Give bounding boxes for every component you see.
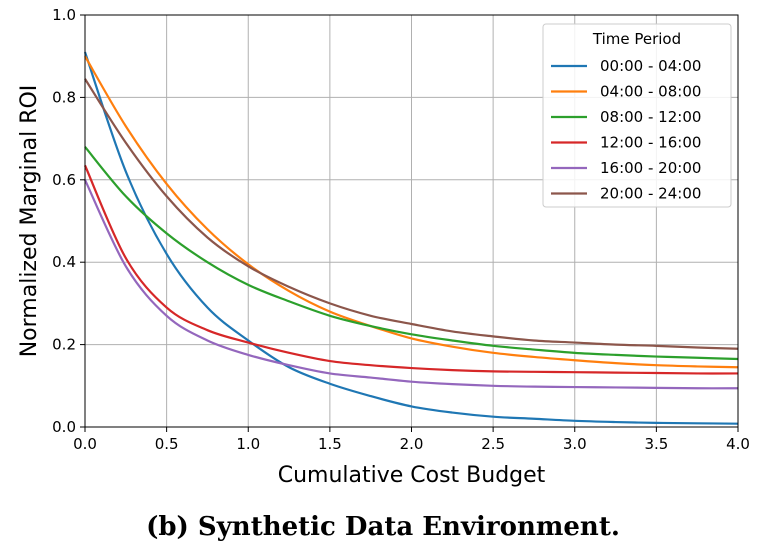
y-tick-label: 0.4 <box>52 253 76 271</box>
y-tick-label: 0.8 <box>52 88 76 106</box>
series-line-4 <box>83 164 739 375</box>
x-tick-label: 4.0 <box>726 435 750 453</box>
axis-ticks: 0.0 0.5 1.0 1.5 2.0 2.5 3.0 3.5 4.0 0.0 0.2 0.4 0.6 0… <box>52 6 750 453</box>
y-tick-label: 0.2 <box>52 336 76 354</box>
x-tick-label: 0.5 <box>155 435 179 453</box>
legend-entry-label: 12:00 - 16:00 <box>600 134 701 152</box>
x-tick-label: 3.5 <box>644 435 668 453</box>
legend: Time Period 00:00 - 04:00 04:00 - 08:00 08… <box>542 23 732 208</box>
legend-entry-label: 04:00 - 08:00 <box>600 83 701 101</box>
x-tick-label: 1.0 <box>236 435 260 453</box>
legend-entry-label: 00:00 - 04:00 <box>600 57 701 75</box>
x-tick-label: 3.0 <box>563 435 587 453</box>
y-tick-label: 0.0 <box>52 418 76 436</box>
y-axis-label: Normalized Marginal ROI <box>17 85 42 358</box>
series-line-1 <box>83 51 739 425</box>
y-tick-label: 0.6 <box>52 171 76 189</box>
x-tick-label: 2.0 <box>400 435 424 453</box>
series-line-2 <box>84 55 739 369</box>
x-axis-label: Cumulative Cost Budget <box>278 463 546 488</box>
legend-title: Time Period <box>592 30 681 48</box>
series-line-5 <box>84 179 739 390</box>
series-line-6 <box>84 78 739 350</box>
x-tick-label: 1.5 <box>318 435 342 453</box>
legend-entry-label: 16:00 - 20:00 <box>600 159 701 177</box>
roi-line-chart: 0.0 0.5 1.0 1.5 2.0 2.5 3.0 3.5 4.0 0.0 0.2 0.4 0.6 0… <box>17 6 750 488</box>
legend-entry-label: 08:00 - 12:00 <box>600 108 701 126</box>
x-tick-label: 2.5 <box>481 435 505 453</box>
y-tick-label: 1.0 <box>52 6 76 24</box>
legend-entry-label: 20:00 - 24:00 <box>600 185 701 203</box>
series-line-3 <box>84 146 739 361</box>
series-lines <box>83 51 739 425</box>
legend-box <box>542 23 732 208</box>
figure-caption: (b) Synthetic Data Environment. <box>146 512 620 542</box>
x-tick-label: 0.0 <box>73 435 97 453</box>
